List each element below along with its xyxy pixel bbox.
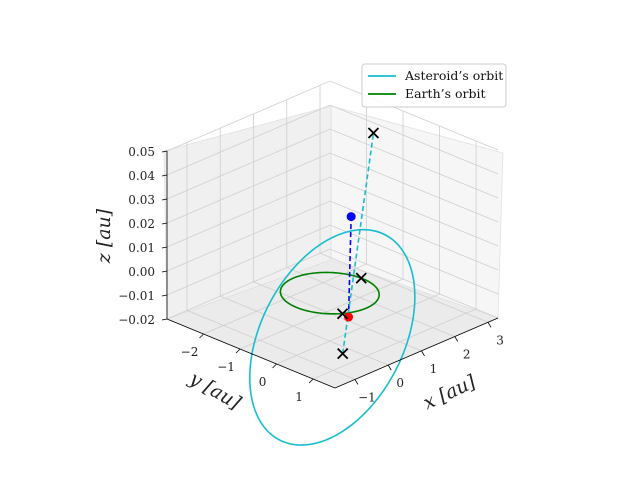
x-marker (336, 308, 349, 320)
x-axis-line (334, 317, 499, 389)
z-tick-label: 0.03 (128, 193, 155, 207)
legend-box (361, 63, 507, 108)
tick-labels: −1 0 1 2 3 1 0 −1 −2 −0.02 −0.01 0.00 0.01 0.02 0.03 0.… (118, 145, 504, 404)
dashed-connection-line (347, 216, 352, 318)
z-tick (161, 246, 168, 249)
grid-line-z (166, 248, 499, 320)
y-axis-line (166, 318, 336, 389)
grid-line-z (166, 80, 499, 152)
z-tick-label: 0.02 (128, 217, 155, 231)
z-axis-label: z [au] (93, 208, 115, 264)
y-tick (235, 348, 241, 354)
grid-line-z (166, 152, 499, 224)
z-tick-label: 0.05 (128, 145, 155, 159)
z-tick-label: 0.01 (128, 241, 155, 255)
earth-orbit-line (279, 271, 380, 315)
body-marker (344, 312, 354, 322)
grid-line-z (166, 104, 499, 176)
x-tick-label: 0 (396, 376, 404, 390)
x-tick-label: 3 (496, 333, 504, 347)
z-tick (161, 174, 168, 177)
x-tick-label: 2 (463, 348, 471, 362)
legend: Asteroid’s orbit Earth’s orbit (361, 63, 507, 108)
y-tick (308, 378, 314, 384)
z-tick (161, 198, 168, 201)
y-tick (199, 333, 204, 339)
z-tick-label: −0.02 (118, 313, 155, 327)
axis-lines (161, 150, 499, 389)
x-tick-label: −1 (358, 390, 376, 404)
z-tick (161, 270, 168, 273)
x-marker (337, 347, 349, 360)
dashed-connection-line (341, 132, 375, 354)
z-tick (161, 294, 168, 297)
legend-label-earth: Earth’s orbit (405, 86, 486, 101)
y-tick (272, 363, 277, 369)
legend-label-asteroid: Asteroid’s orbit (404, 68, 503, 83)
x-tick (454, 336, 459, 342)
z-tick-label: −0.01 (118, 289, 155, 303)
x-marker (355, 272, 367, 284)
asteroid-orbit-line (248, 228, 416, 446)
y-axis-label: y [au] (185, 367, 245, 414)
grid-line-z (166, 176, 499, 248)
x-tick (487, 322, 492, 328)
grid-line-z (166, 224, 499, 296)
z-tick-label: 0.00 (128, 265, 155, 279)
x-tick (421, 350, 425, 357)
z-tick (161, 318, 168, 321)
x-tick (387, 364, 392, 371)
x-tick (354, 379, 359, 385)
body-marker (346, 212, 356, 222)
grid-line-z (166, 200, 499, 272)
z-tick-label: 0.04 (128, 169, 155, 183)
grid-line-z (166, 128, 499, 200)
grid-lines (166, 80, 499, 380)
x-marker (367, 127, 380, 139)
y-tick-label: −2 (181, 345, 199, 359)
chart-marks (248, 127, 416, 446)
x-tick-label: 1 (430, 362, 438, 376)
y-tick-label: 0 (259, 375, 267, 389)
y-tick-label: 1 (295, 390, 303, 404)
z-tick (161, 150, 168, 153)
z-tick (161, 222, 168, 225)
y-tick-label: −1 (217, 360, 235, 374)
x-axis-label: x [au] (420, 371, 480, 414)
